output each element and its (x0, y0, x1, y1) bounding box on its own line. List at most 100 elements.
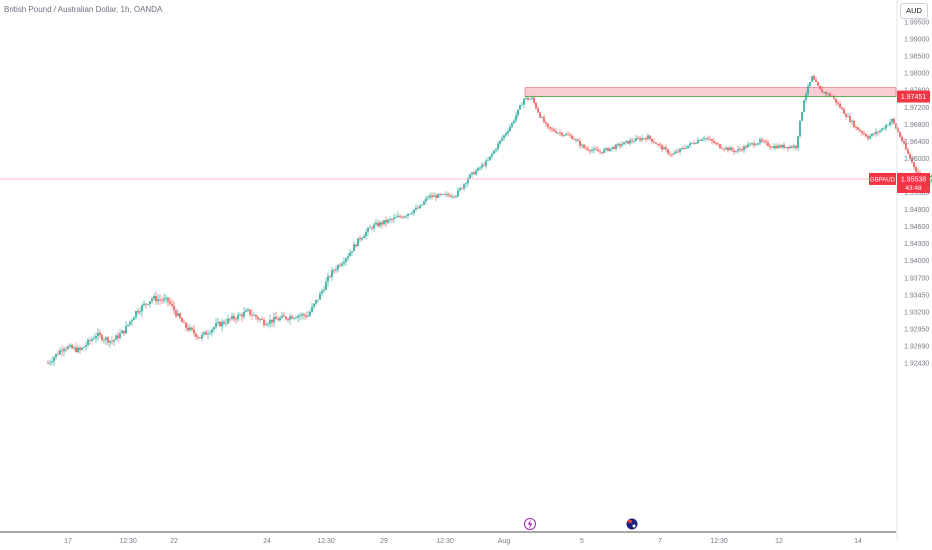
currency-button[interactable]: AUD (900, 3, 928, 19)
candle-body (775, 146, 777, 149)
candle-body (531, 97, 533, 99)
candle-body (447, 194, 449, 196)
candle-body (611, 147, 613, 149)
candle-body (255, 314, 257, 318)
candle-body (801, 111, 803, 121)
candle-body (269, 319, 271, 324)
candle-body (559, 132, 561, 134)
time-axis[interactable]: 17 12:30 22 24 12:30 29 12:30 Aug 5 7 12:30 12 14 (0, 531, 896, 545)
candle-body (607, 148, 609, 151)
australia-flag-event-icon[interactable] (626, 518, 638, 530)
candle-body (493, 150, 495, 154)
candle-body (157, 299, 159, 302)
candle-body (733, 150, 735, 152)
x-tick-label: 5 (580, 538, 584, 545)
candle-body (67, 346, 69, 349)
candle-body (877, 131, 879, 133)
candle-body (665, 147, 667, 150)
candle-body (861, 131, 863, 134)
symbol-text: GBPAUD (870, 177, 896, 183)
y-tick-label: 1.92430 (904, 361, 929, 368)
candle-body (905, 143, 907, 150)
candle-body (913, 162, 915, 168)
candle-body (287, 318, 289, 320)
candle-body (481, 164, 483, 168)
candle-body (851, 120, 853, 122)
candle-body (175, 310, 177, 316)
candle-body (249, 309, 251, 315)
candle-body (707, 138, 709, 140)
candle-body (709, 139, 711, 140)
candle-body (683, 148, 685, 149)
candle-body (257, 317, 259, 320)
candle-body (821, 89, 823, 93)
candle-body (331, 269, 333, 277)
x-tick-label: 12:30 (119, 538, 137, 545)
candle-body (187, 327, 189, 331)
candle-body (163, 298, 165, 301)
level-price-label (897, 90, 930, 103)
current-price-label (897, 172, 930, 193)
candle-body (591, 149, 593, 152)
candle-body (77, 347, 79, 353)
candle-body (69, 345, 71, 347)
candle-body (847, 116, 849, 117)
candle-body (867, 136, 869, 139)
candle-body (673, 153, 675, 155)
candle-body (679, 148, 681, 152)
candle-body (201, 334, 203, 339)
candle-body (883, 128, 885, 130)
candle-body (627, 141, 629, 144)
candle-body (151, 298, 153, 302)
candle-body (401, 216, 403, 218)
candle-body (213, 327, 215, 330)
candle-body (369, 227, 371, 229)
candle-body (75, 347, 77, 353)
candle-body (199, 337, 201, 339)
price-axis[interactable]: 1.995001.990001.985001.980001.976001.972… (869, 0, 930, 540)
candle-body (855, 127, 857, 128)
candle-body (181, 318, 183, 323)
candle-body (435, 195, 437, 198)
candle-body (639, 138, 641, 141)
candle-body (49, 362, 51, 364)
candle-body (625, 141, 627, 143)
candle-body (461, 188, 463, 189)
resistance-zone[interactable] (524, 87, 897, 97)
candle-body (231, 315, 233, 319)
candle-body (169, 301, 171, 304)
candle-body (353, 244, 355, 252)
candle-body (465, 183, 467, 185)
candle-body (295, 317, 297, 319)
candle-body (635, 138, 637, 141)
candle-body (499, 140, 501, 144)
candle-body (833, 96, 835, 99)
candle-body (485, 160, 487, 166)
candle-body (263, 319, 265, 326)
candle-body (467, 178, 469, 184)
candle-body (141, 305, 143, 312)
candle-body (179, 313, 181, 319)
y-tick-label: 1.92950 (904, 326, 929, 333)
candle-body (229, 318, 231, 320)
candle-body (699, 140, 701, 141)
candle-body (415, 207, 417, 210)
candle-body (189, 327, 191, 331)
lightning-event-icon[interactable] (524, 518, 536, 530)
candle-body (335, 269, 337, 271)
candle-body (233, 315, 235, 319)
candle-body (723, 148, 725, 150)
candle-body (581, 144, 583, 146)
candle-body (825, 92, 827, 95)
candle-body (95, 336, 97, 339)
candle-body (601, 152, 603, 153)
candle-body (555, 131, 557, 133)
y-tick-label: 1.94900 (904, 207, 929, 214)
candle-body (907, 149, 909, 154)
candle-body (113, 339, 115, 342)
candle-body (909, 153, 911, 159)
candle-body (567, 134, 569, 136)
candle-body (289, 316, 291, 320)
candle-body (755, 144, 757, 146)
